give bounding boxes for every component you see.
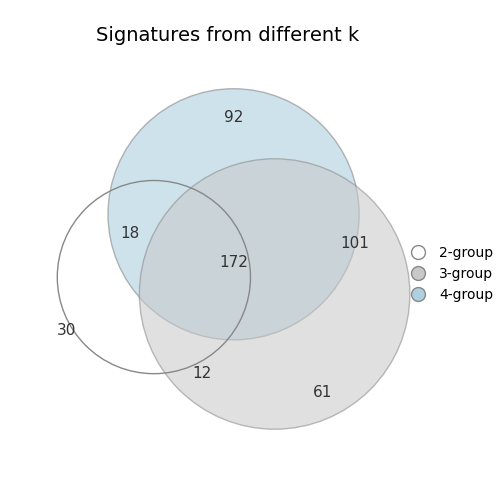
- Text: 12: 12: [193, 366, 212, 381]
- Text: 101: 101: [340, 236, 369, 251]
- Title: Signatures from different k: Signatures from different k: [96, 26, 359, 45]
- Circle shape: [108, 89, 359, 340]
- Legend: 2-group, 3-group, 4-group: 2-group, 3-group, 4-group: [404, 246, 493, 302]
- Text: 30: 30: [57, 323, 77, 338]
- Text: 172: 172: [219, 255, 248, 270]
- Text: 92: 92: [224, 110, 243, 125]
- Text: 61: 61: [313, 386, 333, 401]
- Circle shape: [140, 159, 410, 429]
- Text: 18: 18: [120, 226, 140, 241]
